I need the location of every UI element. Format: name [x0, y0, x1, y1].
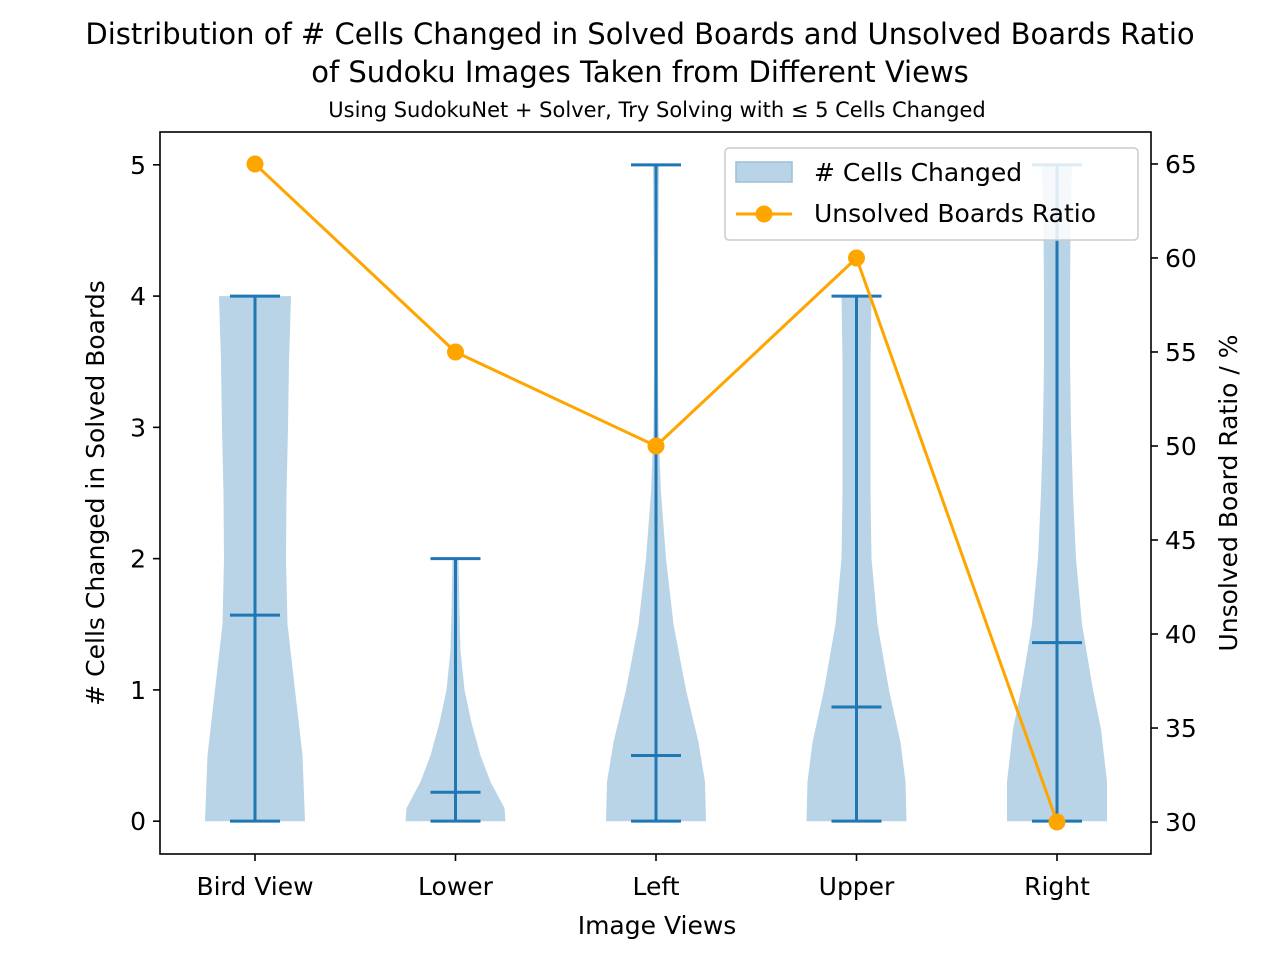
unsolved-ratio-point	[1048, 813, 1066, 831]
unsolved-ratio-point	[647, 437, 665, 455]
legend-swatch-cells-changed	[735, 161, 793, 183]
y-right-tick-label: 45	[1165, 526, 1197, 555]
legend-marker-unsolved	[755, 205, 773, 223]
y-right-tick-label: 35	[1165, 714, 1197, 743]
legend-label-cells-changed: # Cells Changed	[814, 158, 1022, 187]
y-left-tick-label: 1	[130, 676, 146, 705]
legend-frame	[724, 147, 1139, 241]
y-right-tick-label: 65	[1165, 150, 1197, 179]
plot-area	[205, 155, 1107, 831]
chart-title-line-2: of Sudoku Images Taken from Different Vi…	[311, 55, 969, 89]
y-right-tick-label: 30	[1165, 808, 1197, 837]
y-right-tick-label: 40	[1165, 620, 1197, 649]
y-left-tick-label: 5	[130, 151, 146, 180]
unsolved-ratio-point	[246, 155, 264, 173]
y-left-tick-label: 4	[130, 282, 146, 311]
legend-label-unsolved: Unsolved Boards Ratio	[814, 199, 1096, 228]
y-right-tick-label: 60	[1165, 244, 1197, 273]
x-tick-label: Bird View	[196, 872, 313, 901]
unsolved-ratio-point	[848, 249, 865, 267]
y-left-tick-label: 0	[130, 807, 146, 836]
x-tick-label: Left	[632, 872, 679, 901]
y-left-tick-label: 2	[130, 545, 146, 574]
chart-title-line-1: Distribution of # Cells Changed in Solve…	[85, 17, 1194, 51]
y-axis-label-right: Unsolved Board Ratio / %	[1214, 334, 1243, 651]
x-tick-label: Right	[1024, 872, 1090, 901]
unsolved-ratio-point	[447, 343, 464, 361]
y-left-tick-label: 3	[130, 413, 146, 442]
x-tick-label: Lower	[418, 872, 494, 901]
y-right-tick-label: 50	[1165, 432, 1197, 461]
y-axis-label-left: # Cells Changed in Solved Boards	[81, 280, 110, 705]
legend: # Cells Changed Unsolved Boards Ratio	[724, 147, 1139, 241]
chart-subtitle: Using SudokuNet + Solver, Try Solving wi…	[328, 98, 985, 122]
y-right-tick-label: 55	[1165, 338, 1197, 367]
x-tick-label: Upper	[819, 872, 895, 901]
x-axis-label: Image Views	[578, 911, 737, 940]
